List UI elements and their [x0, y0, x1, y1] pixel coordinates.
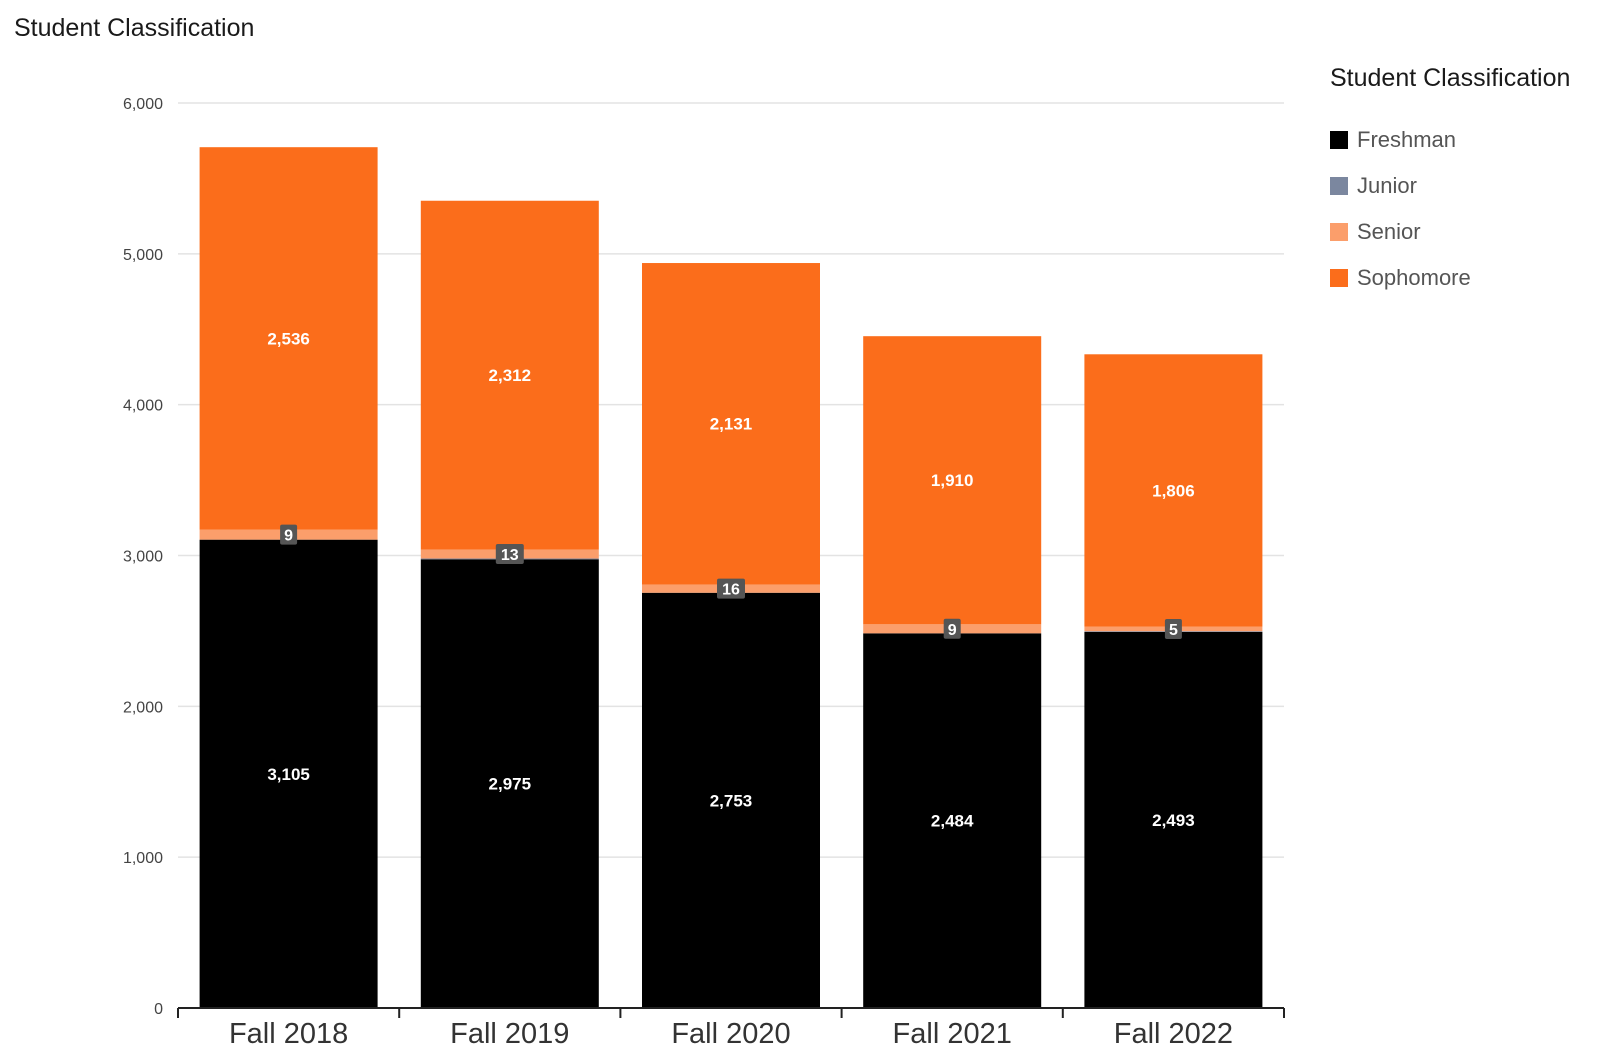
y-tick-label: 3,000 [123, 549, 163, 566]
legend-label-freshman: Freshman [1357, 127, 1457, 152]
data-label-bg [717, 578, 745, 599]
legend-item-sophomore[interactable]: Sophomore [1330, 255, 1570, 301]
legend-item-senior[interactable]: Senior [1330, 209, 1570, 255]
page-title: Student Classification [14, 14, 255, 42]
data-label-sophomore: 2,312 [489, 366, 532, 385]
bar-freshman [642, 592, 820, 1008]
legend: Student Classification Freshman Junior S… [1330, 64, 1570, 301]
bar-freshman [1084, 631, 1263, 1008]
x-tick-label: Fall 2019 [450, 1018, 569, 1049]
x-tick-label: Fall 2022 [1114, 1018, 1233, 1049]
legend-item-freshman[interactable]: Freshman [1330, 117, 1570, 163]
x-tick-label: Fall 2021 [893, 1018, 1012, 1049]
y-tick-label: 6,000 [123, 96, 163, 113]
data-label-senior: 16 [722, 582, 740, 599]
y-tick-label: 2,000 [123, 699, 163, 716]
data-label-sophomore: 2,536 [267, 329, 310, 348]
data-label-senior: 5 [1169, 622, 1178, 639]
data-label-senior: 9 [284, 528, 293, 545]
bar-sophomore [199, 147, 378, 530]
bar-freshman [863, 633, 1042, 1008]
data-label-bg [495, 543, 524, 564]
bar-sophomore [420, 200, 599, 550]
data-label-freshman: 2,484 [931, 812, 974, 831]
legend-item-junior[interactable]: Junior [1330, 163, 1570, 209]
x-tick-label: Fall 2018 [229, 1018, 348, 1049]
data-label-bg [943, 618, 961, 639]
legend-swatch-sophomore [1330, 269, 1348, 287]
bar-freshman [420, 559, 599, 1008]
bar-sophomore [1084, 354, 1263, 627]
x-tick-label: Fall 2020 [671, 1018, 790, 1049]
legend-label-senior: Senior [1357, 219, 1421, 244]
data-label-bg [280, 524, 298, 545]
data-label-sophomore: 2,131 [710, 415, 753, 434]
data-label-senior: 9 [948, 622, 957, 639]
legend-swatch-senior [1330, 223, 1348, 241]
y-tick-label: 5,000 [123, 247, 163, 264]
y-tick-label: 0 [154, 1001, 163, 1018]
y-tick-label: 4,000 [123, 398, 163, 415]
bar-sophomore [642, 263, 820, 585]
data-label-freshman: 2,493 [1152, 811, 1195, 830]
data-label-sophomore: 1,910 [931, 471, 974, 490]
data-label-freshman: 2,975 [489, 775, 532, 794]
data-label-bg [1164, 618, 1182, 639]
data-label-freshman: 2,753 [710, 791, 753, 810]
data-label-senior: 13 [501, 547, 519, 564]
legend-label-junior: Junior [1357, 173, 1417, 198]
legend-swatch-freshman [1330, 131, 1348, 149]
legend-title: Student Classification [1330, 64, 1571, 92]
bar-freshman [199, 539, 378, 1008]
y-tick-label: 1,000 [123, 850, 163, 867]
data-label-sophomore: 1,806 [1152, 481, 1195, 500]
bar-sophomore [863, 336, 1042, 625]
data-label-freshman: 3,105 [267, 765, 310, 784]
legend-label-sophomore: Sophomore [1357, 265, 1471, 290]
legend-swatch-junior [1330, 177, 1348, 195]
